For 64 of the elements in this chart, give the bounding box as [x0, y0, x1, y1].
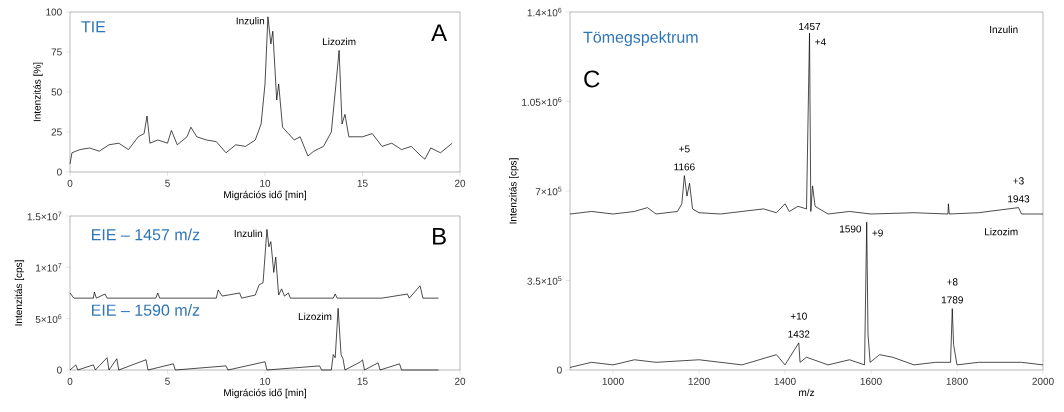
annotation: +8 — [947, 278, 958, 286]
annotation: B — [433, 227, 446, 245]
annotation: Lizozim — [985, 228, 1018, 236]
y-tick-label: 7×10$^{5}$ — [535, 186, 562, 196]
annotation: Inzulin — [990, 25, 1018, 34]
y-tick-label: 1.5×10$^{7}$ — [27, 211, 62, 221]
y-tick-label: 5×10$^{6}$ — [35, 314, 62, 323]
x-tick-label: 2000 — [1032, 377, 1054, 385]
annotation: +9 — [872, 229, 883, 237]
chart-title: TIE — [81, 21, 106, 33]
y-tick-label: 50 — [51, 88, 62, 96]
y-tick-label: 0 — [57, 366, 62, 374]
x-tick-label: 15 — [357, 179, 368, 187]
x-axis-title: Migrációs idő [min] — [224, 190, 306, 201]
annotation: +5 — [679, 145, 690, 153]
x-tick-label: 0 — [67, 179, 73, 187]
annotation: 1457 — [799, 23, 821, 31]
annotation: 1789 — [941, 296, 963, 304]
annotation: Lizozim — [322, 37, 356, 46]
y-tick-label: 1.4×10$^{6}$ — [527, 7, 562, 17]
annotation: C — [584, 70, 600, 88]
x-tick-label: 20 — [454, 377, 466, 385]
y-axis-title: Intenzitás [cps] — [509, 158, 519, 224]
x-tick-label: 1000 — [602, 377, 624, 385]
line-series — [569, 32, 1044, 215]
x-tick-label: 5 — [165, 179, 170, 187]
x-axis-title: m/z — [799, 388, 815, 397]
annotation: 1432 — [788, 330, 810, 338]
annotation: 1943 — [1008, 195, 1030, 203]
x-tick-label: 1200 — [688, 377, 710, 385]
x-tick-label: 10 — [260, 179, 271, 187]
y-tick-label: 25 — [51, 128, 62, 136]
x-tick-label: 0 — [67, 377, 73, 385]
annotation: EIE – 1590 m/z — [92, 304, 200, 316]
y-tick-label: 75 — [51, 48, 62, 56]
y-tick-label: 0 — [57, 168, 62, 176]
annotation: +10 — [790, 312, 807, 320]
annotation: +3 — [1013, 177, 1024, 185]
y-tick-label: 1.05×10$^{6}$ — [522, 97, 562, 106]
x-axis-title: Migrációs idő [min] — [224, 388, 306, 399]
annotation: Inzulin — [236, 17, 265, 25]
y-tick-label: 1×10$^{7}$ — [36, 263, 62, 272]
annotation: 1590 — [840, 225, 862, 233]
x-tick-label: 1800 — [946, 377, 968, 385]
annotation: A — [431, 24, 448, 41]
x-tick-label: 1600 — [860, 377, 882, 385]
y-tick-label: 3.5×10$^{5}$ — [527, 276, 562, 285]
y-tick-label: 0 — [557, 366, 562, 374]
annotation: 1166 — [674, 163, 695, 171]
x-tick-label: 1400 — [774, 377, 796, 385]
x-tick-label: 20 — [454, 179, 466, 187]
x-tick-label: 5 — [165, 377, 170, 385]
x-tick-label: 10 — [260, 377, 271, 385]
annotation: EIE – 1457 m/z — [92, 228, 200, 241]
y-axis-title: Intenzitás [%] — [33, 62, 43, 122]
y-tick-label: 100 — [46, 8, 62, 16]
y-axis-title: Intenzitás [cps] — [14, 260, 25, 326]
x-tick-label: 15 — [357, 377, 368, 385]
line-series — [569, 221, 1044, 368]
annotation: Lizozim — [298, 312, 332, 321]
annotation: +4 — [815, 38, 826, 46]
annotation: Inzulin — [234, 229, 263, 238]
text: Tömegspektrum — [583, 31, 698, 47]
line-series — [69, 16, 453, 165]
